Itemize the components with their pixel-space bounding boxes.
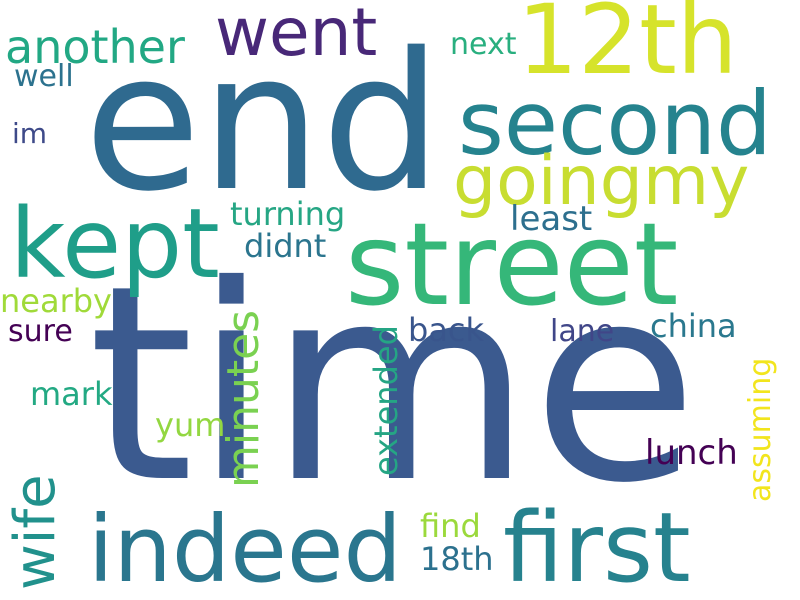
word-back: back (408, 311, 485, 349)
word-lane: lane (550, 314, 615, 349)
word-time: time (88, 227, 699, 542)
word-minutes: minutes (218, 309, 269, 488)
word-lunch: lunch (645, 433, 738, 473)
word-didnt: didnt (244, 227, 327, 265)
word-indeed: indeed (88, 496, 402, 600)
word-nearby: nearby (0, 282, 112, 320)
word-mark: mark (30, 375, 113, 413)
word-wife: wife (3, 474, 68, 590)
word-goingmy: goingmy (453, 142, 750, 221)
word-least: least (510, 199, 593, 239)
word-second: second (458, 72, 772, 175)
word-extended: extended (367, 325, 405, 476)
word-first: first (503, 492, 691, 600)
word-sure: sure (8, 314, 73, 349)
word-went: went (215, 0, 378, 71)
word-yum: yum (155, 406, 226, 444)
word-im: im (12, 117, 48, 150)
word-turning: turning (230, 195, 346, 233)
word-12th: 12th (517, 0, 738, 96)
word-street: street (345, 198, 679, 331)
word-another: another (5, 20, 185, 74)
word-well: well (14, 59, 74, 94)
word-18th: 18th (420, 540, 494, 578)
word-find: find (420, 507, 481, 545)
word-china: china (650, 307, 737, 345)
word-kept: kept (10, 188, 220, 300)
word-assuming: assuming (743, 357, 778, 502)
word-end: end (84, 12, 442, 233)
word-next: next (450, 27, 517, 62)
